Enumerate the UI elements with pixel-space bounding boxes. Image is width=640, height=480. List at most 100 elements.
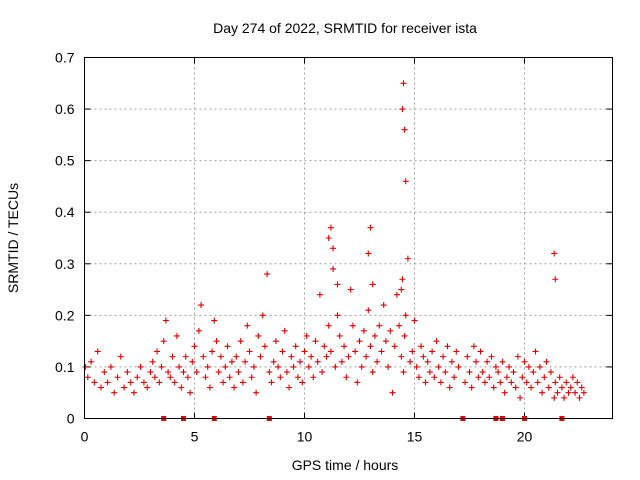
- data-point: [448, 358, 455, 365]
- data-point: [154, 348, 161, 355]
- x-tick-label: 10: [297, 429, 313, 445]
- data-point: [580, 389, 587, 396]
- data-point: [242, 358, 249, 365]
- data-point: [464, 353, 471, 360]
- data-point: [173, 332, 180, 339]
- y-tick-label: 0.5: [55, 153, 75, 169]
- data-point: [257, 353, 264, 360]
- data-point: [167, 374, 174, 381]
- data-point: [404, 255, 411, 262]
- data-point: [385, 363, 392, 370]
- data-point: [206, 384, 213, 391]
- data-point: [367, 343, 374, 350]
- data-point: [455, 363, 462, 370]
- data-point: [382, 338, 389, 345]
- data-point: [347, 286, 354, 293]
- data-point: [272, 338, 279, 345]
- data-point: [401, 126, 408, 133]
- data-point: [191, 343, 198, 350]
- data-point: [182, 353, 189, 360]
- data-point: [365, 250, 372, 257]
- data-point: [261, 343, 268, 350]
- data-point: [528, 384, 535, 391]
- data-point: [378, 348, 385, 355]
- data-point: [279, 348, 286, 355]
- x-axis-label: GPS time / hours: [292, 457, 399, 473]
- data-point: [319, 369, 326, 376]
- data-point: [224, 343, 231, 350]
- data-point: [506, 363, 513, 370]
- data-point: [303, 332, 310, 339]
- data-point: [367, 224, 374, 231]
- data-point: [387, 327, 394, 334]
- data-point: [561, 394, 568, 401]
- data-point: [195, 327, 202, 334]
- data-point: [231, 384, 238, 391]
- data-point: [246, 348, 253, 355]
- data-point: [144, 384, 151, 391]
- data-point: [360, 327, 367, 334]
- data-point: [215, 369, 222, 376]
- data-point: [475, 374, 482, 381]
- data-point: [393, 291, 400, 298]
- data-point: [156, 379, 163, 386]
- data-point: [402, 178, 409, 185]
- data-point: [484, 358, 491, 365]
- data-point: [374, 358, 381, 365]
- data-point: [88, 358, 95, 365]
- data-point: [541, 374, 548, 381]
- data-point: [211, 317, 218, 324]
- data-point: [297, 358, 304, 365]
- data-point: [327, 348, 334, 355]
- data-point: [158, 363, 165, 370]
- data-point: [411, 317, 418, 324]
- data-point: [283, 369, 290, 376]
- data-point: [519, 374, 526, 381]
- data-point: [401, 332, 408, 339]
- data-point: [499, 358, 506, 365]
- data-point: [310, 374, 317, 381]
- data-point: [332, 363, 339, 370]
- data-point: [444, 343, 451, 350]
- data-point: [501, 389, 508, 396]
- data-point: [572, 389, 579, 396]
- data-point: [334, 312, 341, 319]
- data-point: [140, 379, 147, 386]
- data-point: [305, 363, 312, 370]
- data-point: [255, 332, 262, 339]
- data-point: [503, 374, 510, 381]
- data-point: [400, 80, 407, 87]
- data-point: [396, 322, 403, 329]
- data-point: [433, 338, 440, 345]
- plot-frame: [84, 57, 613, 419]
- data-point: [239, 379, 246, 386]
- data-point: [424, 358, 431, 365]
- data-point: [407, 358, 414, 365]
- data-point: [235, 369, 242, 376]
- data-point: [94, 348, 101, 355]
- data-point: [543, 358, 550, 365]
- data-point: [486, 374, 493, 381]
- data-point: [371, 332, 378, 339]
- data-point: [327, 224, 334, 231]
- chart-title: Day 274 of 2022, SRMTID for receiver ist…: [213, 20, 477, 36]
- data-point: [565, 389, 572, 396]
- data-point: [117, 353, 124, 360]
- data-point: [402, 312, 409, 319]
- data-point: [413, 363, 420, 370]
- data-point: [334, 281, 341, 288]
- data-point: [321, 343, 328, 350]
- data-point: [431, 374, 438, 381]
- data-point: [248, 374, 255, 381]
- data-point: [244, 322, 251, 329]
- data-point: [301, 348, 308, 355]
- data-point: [473, 358, 480, 365]
- data-point: [193, 369, 200, 376]
- data-point: [418, 343, 425, 350]
- y-tick-label: 0.3: [55, 256, 75, 272]
- data-point: [286, 384, 293, 391]
- data-point: [187, 389, 194, 396]
- data-point: [104, 379, 111, 386]
- data-point: [111, 389, 118, 396]
- data-point: [477, 348, 484, 355]
